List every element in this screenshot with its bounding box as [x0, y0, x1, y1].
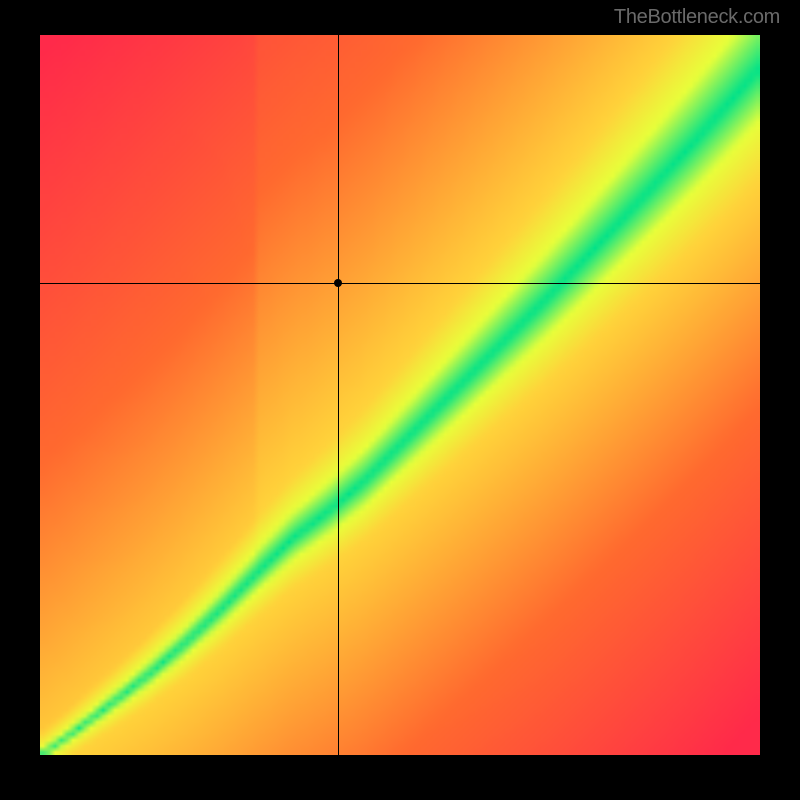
watermark-text: TheBottleneck.com — [614, 6, 780, 29]
crosshair-vertical — [338, 35, 339, 755]
heatmap-canvas — [40, 35, 760, 755]
chart-container: TheBottleneck.com — [0, 0, 800, 800]
crosshair-horizontal — [40, 283, 760, 284]
plot-area — [40, 35, 760, 755]
crosshair-point — [334, 279, 342, 287]
